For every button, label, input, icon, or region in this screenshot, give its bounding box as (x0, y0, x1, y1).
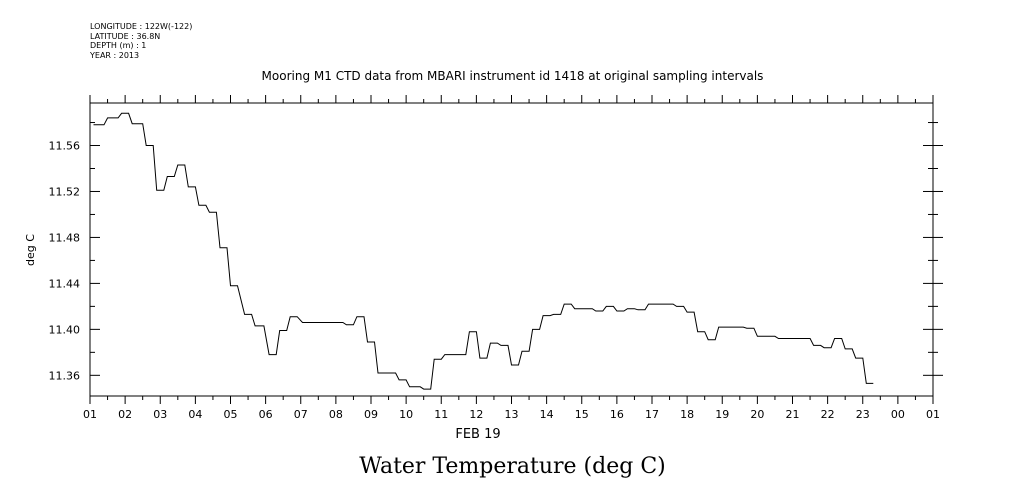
chart-title: Water Temperature (deg C) (359, 454, 666, 479)
latitude-label: LATITUDE : 36.8N (90, 31, 161, 41)
x-tick-label: 00 (891, 408, 905, 421)
x-tick-labels: 01 02 03 04 05 06 07 08 09 10 11 12 13 14 15 16 17 18 19 20… (83, 408, 940, 421)
year-label: YEAR : 2013 (90, 50, 140, 60)
x-tick-label: 09 (364, 408, 378, 421)
x-tick-label: 07 (294, 408, 308, 421)
x-tick-label: 11 (434, 408, 448, 421)
y-tick-label: 11.36 (49, 369, 81, 382)
y-tick-label: 11.44 (49, 277, 81, 290)
x-tick-label: 22 (821, 408, 835, 421)
x-tick-label: 19 (715, 408, 729, 421)
x-tick-label: 05 (224, 408, 238, 421)
x-tick-label: 01 (926, 408, 940, 421)
x-axis-label: FEB 19 (455, 427, 500, 442)
x-tick-label: 20 (750, 408, 764, 421)
y-axis-label: deg C (24, 234, 37, 266)
x-tick-label: 14 (540, 408, 554, 421)
y-tick-label: 11.52 (49, 185, 81, 198)
plot-frame (89, 102, 934, 397)
x-tick-label: 15 (575, 408, 589, 421)
x-tick-label: 17 (645, 408, 659, 421)
x-tick-label: 08 (329, 408, 343, 421)
x-tick-label: 21 (786, 408, 800, 421)
x-tick-label: 18 (680, 408, 694, 421)
chart-subtitle: Mooring M1 CTD data from MBARI instrumen… (261, 69, 764, 83)
x-tick-label: 06 (259, 408, 273, 421)
plot-metadata: LONGITUDE : 122W(-122) LATITUDE : 36.8N … (90, 22, 192, 60)
x-tick-label: 02 (118, 408, 132, 421)
x-tick-label: 04 (188, 408, 202, 421)
x-tick-label: 12 (469, 408, 483, 421)
x-tick-label: 16 (610, 408, 624, 421)
longitude-label: LONGITUDE : 122W(-122) (90, 22, 193, 31)
y-tick-label: 11.56 (49, 140, 81, 153)
x-tick-label: 01 (83, 408, 97, 421)
y-tick-label: 11.40 (49, 323, 81, 336)
x-tick-label: 10 (399, 408, 413, 421)
depth-label: DEPTH (m) : 1 (90, 41, 147, 50)
temperature-series-line (93, 112, 874, 390)
x-tick-label: 23 (856, 408, 870, 421)
axis-ticks (89, 95, 943, 404)
x-tick-label: 03 (153, 408, 167, 421)
x-tick-label: 13 (505, 408, 519, 421)
y-tick-label: 11.48 (49, 231, 81, 244)
y-tick-labels: 11.56 11.52 11.48 11.44 11.40 11.36 (49, 140, 81, 383)
